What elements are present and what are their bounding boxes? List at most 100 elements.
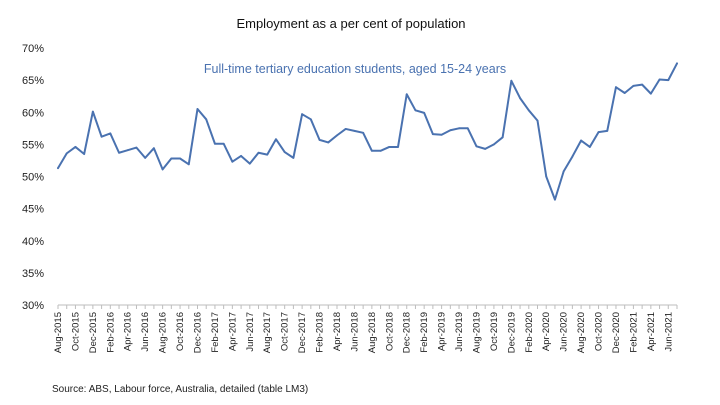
data-point [179, 157, 181, 160]
data-point [676, 62, 678, 65]
y-tick-label: 65% [22, 75, 44, 87]
x-tick-label: Dec-2015 [88, 312, 99, 353]
series-annotation: Full-time tertiary education students, a… [204, 62, 506, 76]
data-point [632, 85, 635, 87]
data-point [658, 78, 661, 81]
x-tick-label: Jun-2019 [454, 312, 465, 352]
chart-title: Employment as a per cent of population [236, 16, 465, 31]
x-axis: Aug-2015 Oct-2015 Dec-2015 Feb-2016 Apr-2016… [53, 304, 678, 353]
x-tick-label: Dec-2019 [506, 312, 517, 353]
data-point [545, 175, 548, 178]
x-tick-label: Feb-2019 [419, 312, 430, 353]
data-point [588, 146, 591, 148]
y-tick-label: 30% [22, 300, 44, 312]
y-axis: 30% 35% 40% 45% 50% 55% 60% 65% 70% [22, 43, 44, 312]
x-tick-label: Aug-2015 [53, 312, 64, 353]
y-tick-label: 60% [22, 107, 44, 119]
data-point [649, 92, 652, 95]
x-tick-label: Oct-2019 [489, 312, 500, 351]
data-point [623, 92, 626, 94]
y-tick-label: 55% [22, 139, 44, 151]
data-point [57, 167, 59, 170]
data-point [458, 127, 460, 130]
data-point [109, 132, 112, 135]
x-tick-label: Feb-2021 [628, 312, 639, 353]
data-point [527, 109, 530, 112]
data-point [214, 142, 216, 145]
data-point [231, 160, 234, 163]
x-tick-label: Dec-2018 [402, 312, 413, 353]
x-tick-label: Jun-2017 [245, 312, 256, 352]
data-point [240, 155, 242, 157]
x-tick-label: Aug-2016 [158, 312, 169, 353]
data-point [144, 156, 147, 159]
data-point [571, 155, 574, 158]
x-tick-label: Oct-2020 [594, 312, 605, 351]
data-point [222, 142, 225, 145]
data-point [414, 109, 417, 112]
x-tick-label: Feb-2016 [105, 312, 116, 353]
data-point [318, 138, 321, 141]
data-point [301, 113, 304, 116]
data-point [344, 128, 347, 130]
x-tick-label: Aug-2018 [367, 312, 378, 353]
x-tick-label: Jun-2018 [349, 312, 360, 352]
data-point [205, 118, 208, 121]
data-point [126, 149, 129, 152]
x-tick-label: Feb-2020 [524, 312, 535, 353]
data-point [466, 127, 469, 130]
x-tick-label: Dec-2017 [297, 312, 308, 353]
y-tick-label: 50% [22, 172, 44, 184]
x-tick-label: Feb-2018 [315, 312, 326, 353]
data-point [161, 168, 164, 171]
data-point [248, 162, 251, 165]
x-tick-label: Oct-2015 [70, 312, 81, 351]
x-tick-label: Jun-2016 [140, 312, 151, 352]
data-point [440, 133, 443, 136]
data-point [196, 108, 199, 110]
data-point [309, 118, 312, 121]
data-point [431, 133, 434, 135]
x-tick-label: Jun-2021 [663, 312, 674, 352]
data-point [266, 153, 269, 156]
data-point [275, 138, 277, 141]
source-note: Source: ABS, Labour force, Australia, de… [52, 384, 308, 395]
x-tick-label: Oct-2016 [175, 312, 186, 351]
x-tick-label: Aug-2019 [471, 312, 482, 353]
data-point [597, 131, 600, 134]
data-point [449, 129, 452, 132]
x-tick-label: Oct-2018 [384, 312, 395, 351]
data-point [74, 146, 77, 148]
data-point [397, 146, 399, 148]
x-tick-label: Dec-2016 [192, 312, 203, 353]
data-point [606, 129, 609, 132]
data-point [100, 135, 103, 138]
data-point [493, 143, 495, 146]
x-tick-label: Dec-2020 [611, 312, 622, 353]
x-tick-label: Aug-2020 [576, 312, 587, 353]
data-point [135, 146, 138, 149]
y-tick-label: 70% [22, 43, 44, 55]
x-tick-label: Aug-2017 [262, 312, 273, 353]
data-point [187, 163, 190, 166]
data-point [283, 151, 286, 153]
data-point [667, 79, 670, 82]
data-point [83, 153, 86, 155]
data-point [362, 131, 365, 134]
data-point [484, 147, 487, 150]
x-tick-label: Apr-2018 [332, 312, 343, 351]
data-point [257, 151, 260, 154]
data-point [615, 86, 617, 89]
data-point [388, 146, 391, 148]
y-tick-label: 40% [22, 236, 44, 248]
data-point [519, 97, 521, 100]
data-point [405, 93, 408, 96]
x-tick-label: Apr-2017 [227, 312, 238, 351]
data-point [353, 129, 356, 132]
data-point [292, 156, 295, 159]
y-tick-label: 35% [22, 268, 44, 280]
x-tick-label: Feb-2017 [210, 312, 221, 353]
series-line [57, 62, 678, 201]
